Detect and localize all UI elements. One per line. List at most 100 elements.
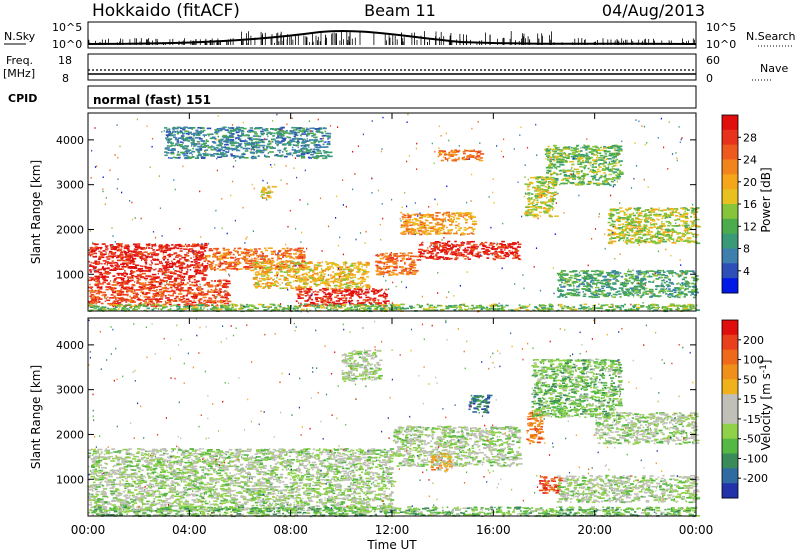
data-cell bbox=[124, 270, 126, 272]
data-cell bbox=[435, 223, 441, 226]
nsky-trace bbox=[87, 29, 697, 45]
data-cell bbox=[360, 291, 363, 293]
data-cell bbox=[443, 258, 446, 260]
data-cell bbox=[630, 220, 634, 223]
data-cell bbox=[313, 265, 316, 267]
data-cell bbox=[438, 246, 440, 249]
data-cell bbox=[147, 247, 151, 249]
data-cell bbox=[608, 278, 612, 281]
data-cell bbox=[223, 261, 228, 263]
data-cell bbox=[224, 296, 228, 298]
data-cell bbox=[349, 274, 354, 276]
data-cell bbox=[258, 284, 260, 287]
data-cell bbox=[254, 266, 260, 268]
data-cell bbox=[102, 256, 105, 259]
data-cell bbox=[536, 207, 540, 209]
data-cell bbox=[444, 152, 447, 154]
data-cell bbox=[297, 267, 302, 270]
data-cell bbox=[473, 245, 475, 247]
data-cell bbox=[666, 276, 669, 278]
data-cell bbox=[679, 289, 682, 291]
data-cell bbox=[263, 267, 268, 269]
data-cell bbox=[685, 225, 687, 227]
data-cell bbox=[91, 290, 96, 293]
data-cell bbox=[574, 294, 579, 296]
data-cell bbox=[153, 276, 158, 279]
data-cell bbox=[312, 279, 317, 281]
data-cell bbox=[299, 264, 304, 267]
data-cell bbox=[89, 265, 94, 267]
data-cell bbox=[323, 291, 326, 294]
data-cell bbox=[450, 249, 453, 251]
data-cell bbox=[590, 270, 595, 272]
data-cell bbox=[164, 245, 167, 247]
data-cell bbox=[419, 220, 422, 222]
data-cell bbox=[611, 233, 615, 236]
data-cell bbox=[492, 242, 496, 245]
data-cell bbox=[347, 301, 351, 303]
data-cell bbox=[663, 209, 666, 211]
data-cell bbox=[302, 264, 307, 267]
data-cell bbox=[385, 265, 391, 268]
data-cell bbox=[628, 280, 631, 282]
data-cell bbox=[640, 233, 642, 235]
data-cell bbox=[587, 290, 592, 292]
data-cell bbox=[222, 283, 228, 286]
data-cell bbox=[170, 285, 176, 287]
data-cell bbox=[607, 285, 611, 288]
data-cell bbox=[127, 249, 130, 251]
data-cell bbox=[142, 288, 145, 290]
data-cell bbox=[170, 276, 172, 279]
data-cell bbox=[610, 289, 612, 291]
data-cell bbox=[213, 280, 216, 282]
data-cell bbox=[120, 299, 122, 302]
data-cell bbox=[297, 278, 301, 281]
data-cell bbox=[173, 258, 176, 261]
data-cell bbox=[213, 291, 219, 293]
data-cell bbox=[592, 283, 597, 285]
data-cell bbox=[464, 149, 469, 152]
data-cell bbox=[122, 264, 124, 267]
data-cell bbox=[345, 282, 351, 284]
data-cell bbox=[356, 271, 360, 273]
data-cell bbox=[261, 269, 263, 272]
data-cell bbox=[273, 278, 275, 281]
data-cell bbox=[277, 257, 280, 259]
data-cell bbox=[122, 293, 128, 296]
data-cell bbox=[645, 282, 647, 284]
data-cell bbox=[333, 279, 336, 281]
data-cell bbox=[337, 273, 342, 275]
data-cell bbox=[121, 285, 124, 288]
data-cell bbox=[675, 242, 677, 245]
data-cell bbox=[365, 294, 367, 296]
data-cell bbox=[250, 262, 253, 265]
data-cell bbox=[672, 230, 674, 233]
data-cell bbox=[171, 299, 175, 302]
data-cell bbox=[350, 273, 354, 275]
data-cell bbox=[357, 293, 360, 296]
data-cell bbox=[127, 276, 132, 278]
data-cell bbox=[263, 273, 269, 275]
data-cell bbox=[122, 283, 126, 285]
data-cell bbox=[634, 289, 639, 292]
data-cell bbox=[222, 268, 227, 271]
data-cell bbox=[566, 283, 572, 286]
data-cell bbox=[438, 152, 441, 154]
data-cell bbox=[276, 262, 279, 265]
data-cell bbox=[454, 257, 459, 259]
data-cell bbox=[379, 253, 382, 256]
data-cell bbox=[669, 272, 671, 275]
data-cell bbox=[284, 287, 288, 289]
data-cell bbox=[177, 304, 180, 306]
data-cell bbox=[472, 233, 475, 235]
data-cell bbox=[383, 305, 386, 307]
data-cell bbox=[325, 283, 330, 285]
data-cell bbox=[505, 245, 509, 247]
data-cell bbox=[275, 280, 278, 282]
data-cell bbox=[333, 292, 339, 294]
data-cell bbox=[327, 269, 329, 272]
data-cell bbox=[321, 268, 323, 270]
data-cell bbox=[175, 283, 179, 286]
data-cell bbox=[535, 193, 539, 195]
data-cell bbox=[157, 281, 160, 283]
